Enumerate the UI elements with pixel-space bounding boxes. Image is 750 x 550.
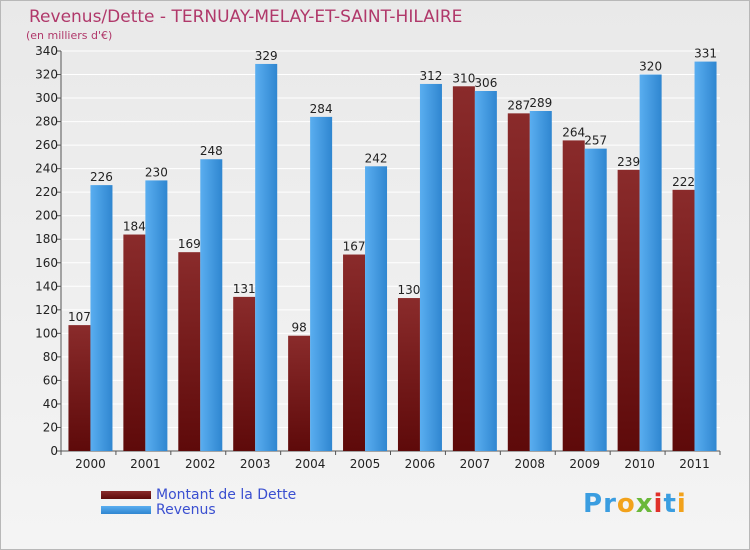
y-tick-label: 320 — [35, 68, 58, 82]
proxiti-logo: Proxiti — [583, 489, 687, 519]
x-tick-label: 2005 — [350, 457, 381, 471]
data-label-revenus: 289 — [529, 96, 552, 110]
data-label-revenus: 257 — [584, 134, 607, 148]
data-label-debt: 287 — [507, 98, 530, 112]
y-tick-label: 260 — [35, 138, 58, 152]
data-label-debt: 167 — [343, 240, 366, 254]
y-tick-label: 240 — [35, 162, 58, 176]
bar-debt — [343, 254, 366, 451]
bar-debt — [178, 252, 201, 451]
x-tick-label: 2002 — [185, 457, 216, 471]
y-tick-label: 60 — [43, 373, 58, 387]
data-label-revenus: 320 — [639, 60, 662, 74]
bar-revenus — [90, 185, 113, 451]
x-tick-label: 2003 — [240, 457, 271, 471]
chart-subtitle: (en milliers d'€) — [26, 29, 113, 42]
x-tick-label: 2010 — [624, 457, 655, 471]
bar-debt — [452, 86, 475, 451]
x-tick-label: 2009 — [569, 457, 600, 471]
y-tick-label: 100 — [35, 326, 58, 340]
bar-debt — [397, 298, 420, 451]
bar-revenus — [474, 91, 497, 451]
legend-swatch-debt — [101, 491, 151, 499]
x-tick-label: 2000 — [75, 457, 106, 471]
bar-revenus — [145, 180, 168, 452]
y-tick-label: 220 — [35, 185, 58, 199]
y-tick-label: 0 — [50, 444, 58, 458]
data-label-revenus: 284 — [310, 102, 333, 116]
bar-revenus — [584, 148, 607, 451]
legend-swatch-revenus — [101, 506, 151, 514]
data-label-debt: 107 — [68, 310, 91, 324]
x-tick-label: 2004 — [295, 457, 326, 471]
x-tick-label: 2007 — [460, 457, 491, 471]
bar-revenus — [419, 83, 442, 452]
bar-debt — [123, 234, 146, 451]
data-label-debt: 131 — [233, 282, 256, 296]
bar-revenus — [365, 166, 388, 451]
data-label-debt: 169 — [178, 237, 201, 251]
y-tick-label: 200 — [35, 209, 58, 223]
data-label-revenus: 230 — [145, 165, 168, 179]
x-tick-label: 2006 — [405, 457, 436, 471]
data-label-revenus: 248 — [200, 144, 223, 158]
data-label-revenus: 226 — [90, 170, 113, 184]
x-tick-label: 2008 — [515, 457, 546, 471]
data-label-revenus: 306 — [474, 76, 497, 90]
y-tick-label: 20 — [43, 420, 58, 434]
data-label-debt: 239 — [617, 155, 640, 169]
data-label-debt: 310 — [452, 71, 475, 85]
data-label-debt: 222 — [672, 175, 695, 189]
x-tick-label: 2001 — [130, 457, 161, 471]
legend-label-debt: Montant de la Dette — [156, 487, 297, 503]
data-label-debt: 130 — [398, 283, 421, 297]
bar-debt — [233, 296, 256, 451]
bar-debt — [68, 325, 91, 451]
y-tick-label: 140 — [35, 279, 58, 293]
y-tick-label: 340 — [35, 44, 58, 58]
y-tick-label: 180 — [35, 232, 58, 246]
data-label-debt: 98 — [291, 321, 306, 335]
data-label-revenus: 331 — [694, 47, 717, 61]
chart-title: Revenus/Dette - TERNUAY-MELAY-ET-SAINT-H… — [29, 7, 463, 27]
bar-debt — [562, 140, 585, 452]
bar-debt — [288, 335, 311, 451]
legend-label-revenus: Revenus — [156, 502, 216, 518]
bar-debt — [617, 169, 640, 451]
y-tick-label: 120 — [35, 303, 58, 317]
bar-debt — [672, 189, 695, 451]
bar-revenus — [255, 63, 278, 452]
bar-debt — [507, 113, 530, 452]
data-label-debt: 264 — [562, 125, 585, 139]
y-tick-label: 300 — [35, 91, 58, 105]
y-tick-label: 80 — [43, 350, 58, 364]
y-tick-label: 40 — [43, 397, 58, 411]
data-label-revenus: 242 — [365, 151, 388, 165]
y-tick-label: 280 — [35, 115, 58, 129]
x-tick-label: 2011 — [679, 457, 710, 471]
data-label-revenus: 312 — [420, 69, 443, 83]
bar-revenus — [529, 111, 552, 451]
bar-revenus — [200, 159, 223, 451]
y-tick-label: 160 — [35, 256, 58, 270]
data-label-revenus: 329 — [255, 49, 278, 63]
bar-revenus — [694, 61, 717, 452]
bar-revenus — [639, 74, 662, 451]
bar-revenus — [310, 116, 333, 451]
data-label-debt: 184 — [123, 220, 146, 234]
